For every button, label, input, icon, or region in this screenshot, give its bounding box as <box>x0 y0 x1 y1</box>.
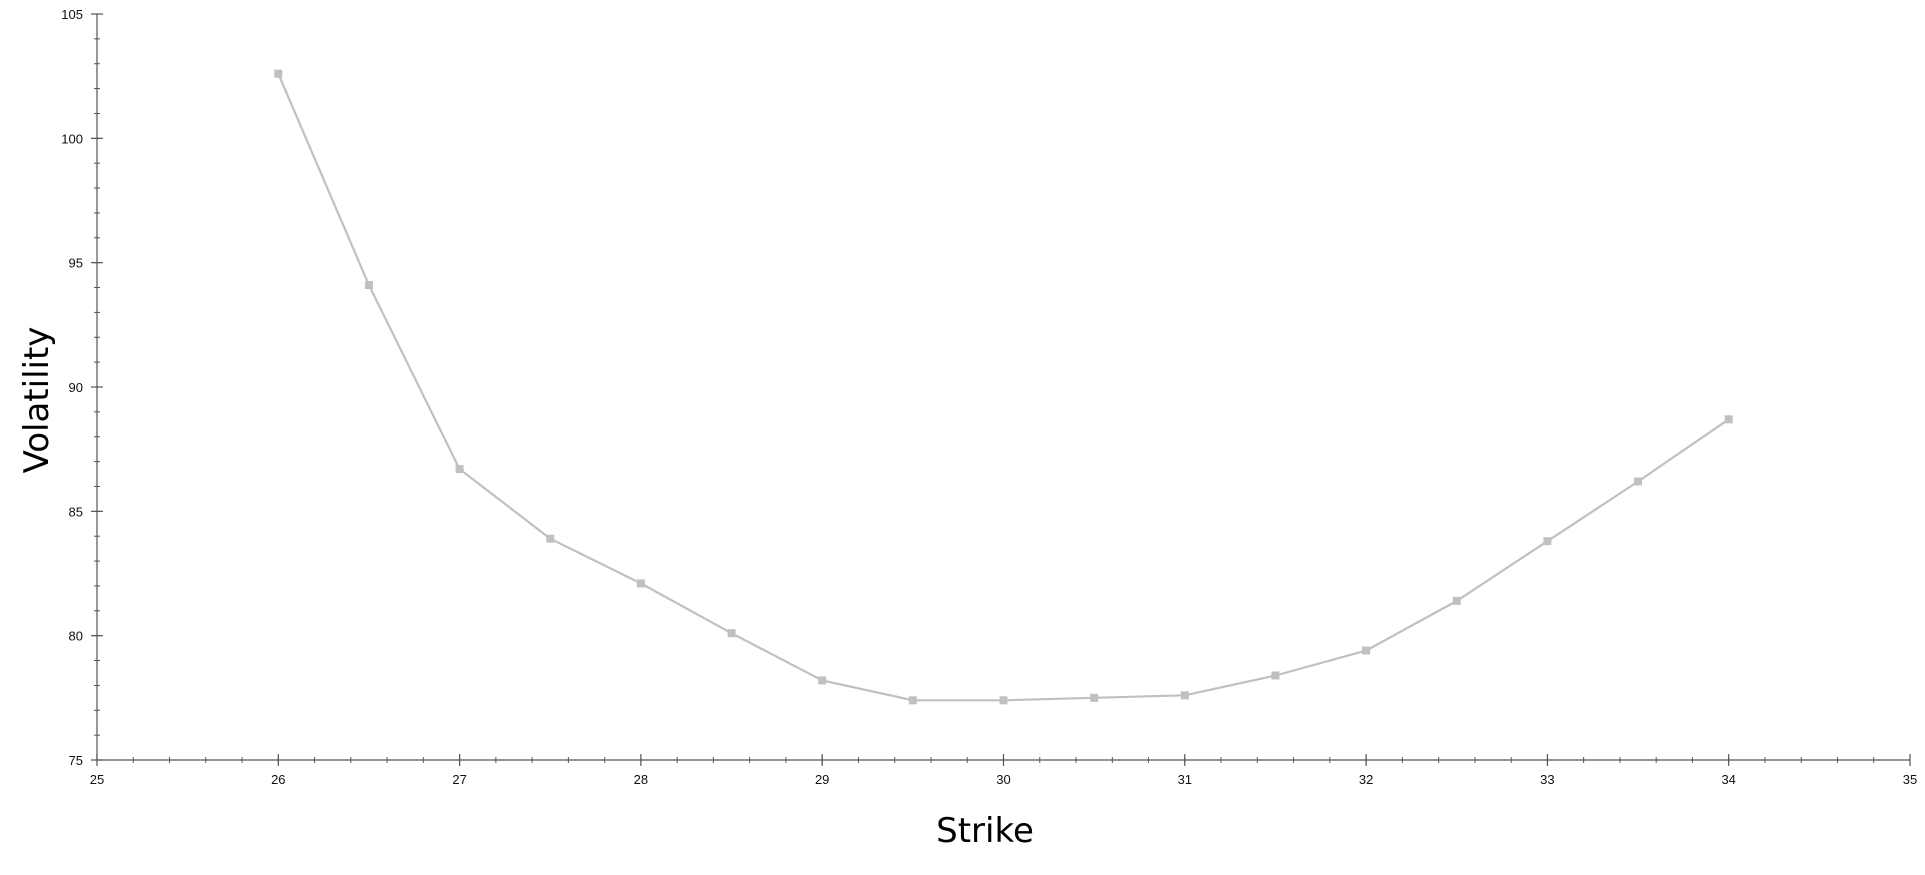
data-point <box>908 696 917 705</box>
x-tick-label: 30 <box>996 772 1010 787</box>
x-tick-label: 31 <box>1178 772 1192 787</box>
x-tick-label: 29 <box>815 772 829 787</box>
y-axis-title: Volatility <box>17 327 57 474</box>
y-tick-label: 85 <box>69 504 83 519</box>
y-tick-label: 95 <box>69 256 83 271</box>
x-tick-label: 34 <box>1721 772 1735 787</box>
x-axis-title: Strike <box>936 811 1034 851</box>
data-point <box>1452 596 1461 605</box>
data-point <box>818 676 827 685</box>
axes <box>96 14 1910 761</box>
data-point <box>546 534 555 543</box>
data-point <box>1362 646 1371 655</box>
tick-labels: 25 26 27 28 29 30 31 32 33 34 35 75 80 85 90 95 100 105 <box>61 7 1917 787</box>
x-tick-label: 35 <box>1903 772 1917 787</box>
data-point <box>455 465 464 474</box>
x-tick-label: 25 <box>90 772 104 787</box>
data-point <box>1090 693 1099 702</box>
x-tick-label: 27 <box>452 772 466 787</box>
x-tick-label: 28 <box>634 772 648 787</box>
data-point <box>1180 691 1189 700</box>
data-point <box>1634 477 1643 486</box>
x-tick-label: 32 <box>1359 772 1373 787</box>
tick-marks <box>91 13 1911 766</box>
y-tick-label: 80 <box>69 629 83 644</box>
y-tick-label: 90 <box>69 380 83 395</box>
data-point <box>1724 415 1733 424</box>
data-point <box>364 281 373 290</box>
data-point <box>1543 537 1552 546</box>
series-line <box>277 73 1730 702</box>
y-tick-label: 75 <box>69 753 83 768</box>
data-point <box>274 69 283 78</box>
y-tick-label: 100 <box>61 131 83 146</box>
data-point <box>1271 671 1280 680</box>
series <box>274 69 1733 705</box>
x-tick-label: 33 <box>1540 772 1554 787</box>
data-point <box>727 629 736 638</box>
y-tick-label: 105 <box>61 7 83 22</box>
data-point <box>636 579 645 588</box>
x-tick-label: 26 <box>271 772 285 787</box>
data-point <box>999 696 1008 705</box>
